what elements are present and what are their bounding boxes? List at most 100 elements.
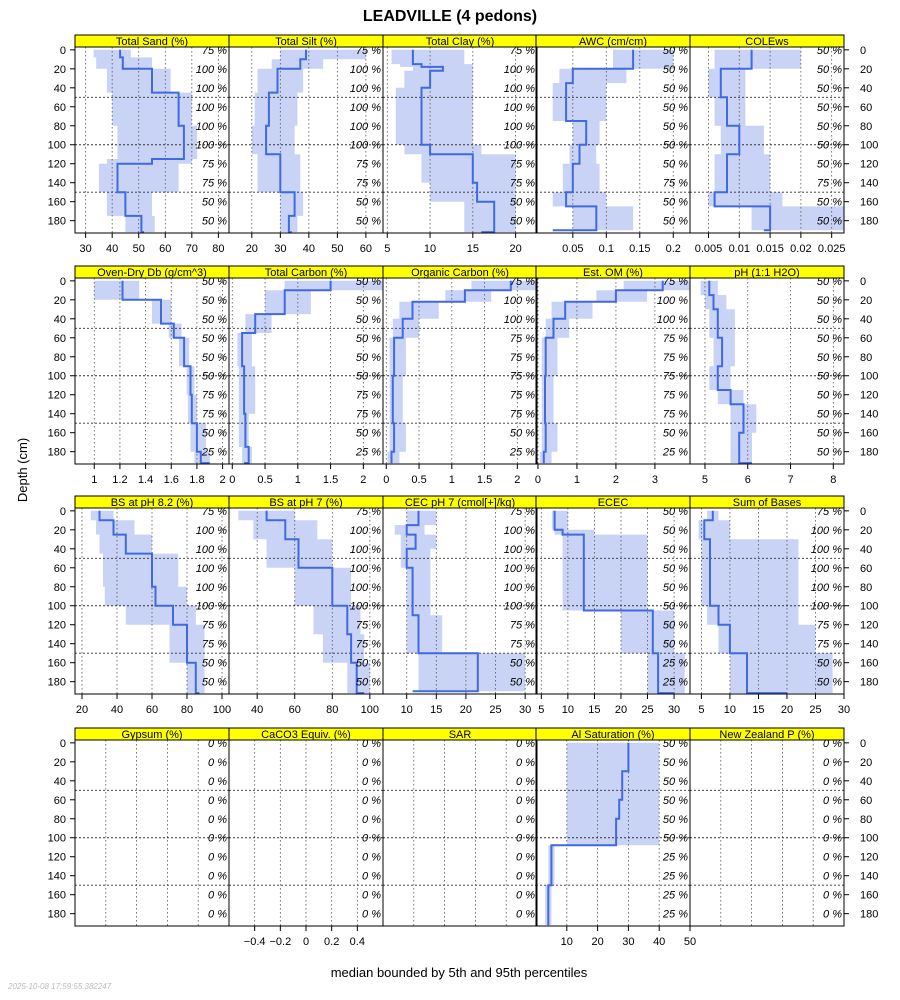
contribution-label: 100 % <box>657 314 688 326</box>
x-tick-label: 30 <box>622 936 634 948</box>
contribution-label: 75 % <box>356 45 381 57</box>
depth-tick-label-left: 40 <box>54 776 66 788</box>
contribution-label: 100 % <box>504 582 535 594</box>
panel-total-sand: Total Sand (%) 75 % 100 % 100 % 100 % 100 % 10… <box>74 34 230 255</box>
contribution-label: 100 % <box>350 582 381 594</box>
contribution-label: 0 % <box>516 738 535 750</box>
x-tick-label: 2 <box>220 474 226 486</box>
contribution-label: 75 % <box>510 620 535 632</box>
x-tick-label: 7 <box>787 474 793 486</box>
x-tick-label: 1.5 <box>477 474 492 486</box>
contribution-label: 50 % <box>202 371 227 383</box>
contribution-label: 50 % <box>663 776 688 788</box>
x-tick-label: 20 <box>591 936 603 948</box>
depth-tick-label-left: 20 <box>54 295 66 307</box>
panel-colews: COLEws 50 % 50 % 50 % 50 % 50 % 50 % 50 % 75 % 50… <box>689 34 845 255</box>
panel-strip-label: ECEC <box>598 497 629 509</box>
contribution-label: 100 % <box>504 102 535 114</box>
x-tick-label: −0.4 <box>244 936 266 948</box>
depth-tick-label-left: 100 <box>48 601 66 613</box>
panel-gypsum: Gypsum (%) 0 % 0 % 0 % 0 % 0 % 0 % 0 % 0 % 0 % 0 % <box>74 727 230 927</box>
x-tick-label: 60 <box>159 243 171 255</box>
contribution-label: 0 % <box>362 871 381 883</box>
panel-strip-label: Total Silt (%) <box>275 36 337 48</box>
contribution-label: 0 % <box>362 795 381 807</box>
x-tick-label: 0.4 <box>350 936 365 948</box>
panel-total-carbon: Total Carbon (%) 50 % 50 % 50 % 50 % 50 % 50 %… <box>228 265 384 486</box>
x-tick-label: 0 <box>383 474 389 486</box>
depth-tick-label-right: 20 <box>860 525 872 537</box>
panel-strip-label: pH (1:1 H2O) <box>734 267 799 279</box>
contribution-label: 0 % <box>516 890 535 902</box>
depth-tick-label-left: 140 <box>48 409 66 421</box>
depth-tick-label-right: 180 <box>860 447 878 459</box>
panel-strip-label: New Zealand P (%) <box>719 729 814 741</box>
depth-tick-label-left: 80 <box>54 121 66 133</box>
x-tick-label: 40 <box>111 704 123 716</box>
contribution-label: 50 % <box>202 197 227 209</box>
contribution-label: 50 % <box>663 506 688 518</box>
x-tick-label: 20 <box>509 243 521 255</box>
x-tick-label: 15 <box>752 704 764 716</box>
contribution-label: 50 % <box>817 658 842 670</box>
contribution-label: 100 % <box>196 64 227 76</box>
contribution-label: 50 % <box>663 601 688 613</box>
depth-tick-label-right: 180 <box>860 216 878 228</box>
depth-tick-label-right: 180 <box>860 677 878 689</box>
contribution-label: 75 % <box>510 178 535 190</box>
contribution-label: 100 % <box>811 582 842 594</box>
x-axis-label: median bounded by 5th and 95th percentil… <box>331 965 588 980</box>
contribution-label: 0 % <box>516 833 535 845</box>
panel-strip-label: Sum of Bases <box>733 497 802 509</box>
median-line <box>708 280 752 465</box>
contribution-label: 100 % <box>504 601 535 613</box>
contribution-label: 50 % <box>817 314 842 326</box>
depth-tick-label-left: 60 <box>54 333 66 345</box>
x-tick-label: 20 <box>460 704 472 716</box>
contribution-label: 50 % <box>663 216 688 228</box>
contribution-label: 50 % <box>356 197 381 209</box>
panel-sar: SAR 0 % 0 % 0 % 0 % 0 % 0 % 0 % 0 % 0 % 0 % <box>382 727 538 927</box>
contribution-label: 75 % <box>663 178 688 190</box>
contribution-label: 75 % <box>510 352 535 364</box>
x-tick-label: 80 <box>326 704 338 716</box>
depth-tick-label-right: 40 <box>860 544 872 556</box>
panel-strip-label: Total Clay (%) <box>426 36 494 48</box>
percentile-band <box>551 510 690 694</box>
x-tick-label: 10 <box>724 704 736 716</box>
median-line <box>552 49 635 232</box>
percentile-band <box>238 510 370 694</box>
median-line <box>265 510 365 695</box>
median-line <box>241 280 332 465</box>
depth-tick-label-right: 40 <box>860 314 872 326</box>
depth-tick-label-left: 0 <box>60 506 66 518</box>
contribution-label: 50 % <box>663 121 688 133</box>
panel-border <box>74 739 230 927</box>
depth-tick-label-right: 120 <box>860 620 878 632</box>
contribution-label: 75 % <box>202 639 227 651</box>
x-tick-label: 5 <box>384 243 390 255</box>
contribution-label: 0 % <box>208 795 227 807</box>
panel-awc-cm-cm: AWC (cm/cm) 50 % 50 % 50 % 50 % 50 % 50 % 50 % 7… <box>535 34 691 255</box>
percentile-band <box>545 742 660 926</box>
contribution-label: 50 % <box>356 314 381 326</box>
panel-strip-label: CaCO3 Equiv. (%) <box>261 729 351 741</box>
depth-tick-label-right: 140 <box>860 178 878 190</box>
depth-tick-label-right: 160 <box>860 658 878 670</box>
contribution-label: 100 % <box>811 544 842 556</box>
contribution-label: 50 % <box>817 447 842 459</box>
x-tick-label: 5 <box>538 704 544 716</box>
depth-tick-label-left: 60 <box>54 795 66 807</box>
contribution-label: 100 % <box>196 563 227 575</box>
panel-border <box>382 46 538 234</box>
contribution-label: 100 % <box>196 525 227 537</box>
contribution-label: 50 % <box>817 83 842 95</box>
contribution-label: 0 % <box>208 852 227 864</box>
contribution-label: 100 % <box>504 563 535 575</box>
x-tick-label: 40 <box>653 936 665 948</box>
contribution-label: 0 % <box>362 833 381 845</box>
x-tick-label: 0 <box>229 474 235 486</box>
depth-tick-label-right: 80 <box>860 121 872 133</box>
contribution-label: 75 % <box>356 639 381 651</box>
x-tick-label: 0.02 <box>790 243 811 255</box>
